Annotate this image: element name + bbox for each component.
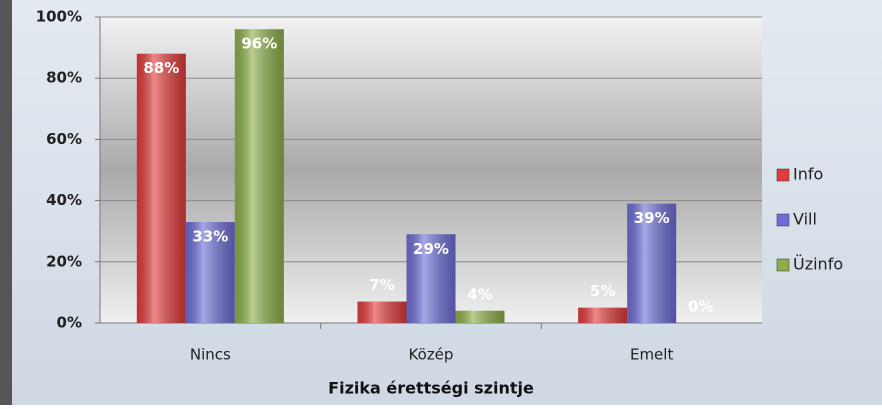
y-tick-label: 0% [57,314,82,332]
bar-shine [234,29,284,324]
bar-shine [627,203,677,323]
legend-swatch [776,168,790,182]
bar-shine [357,301,407,323]
bar-shine [185,222,235,323]
value-label: 39% [634,209,670,227]
value-label: 96% [241,35,277,53]
y-tick-label: 20% [46,252,82,270]
legend-label: Info [793,165,823,184]
bar-shine [136,53,186,323]
bar-shine [455,310,505,323]
y-tick-label: 60% [46,130,82,148]
legend-swatch [776,258,790,272]
x-tick-label: Nincs [190,346,231,364]
bar-shine [578,307,628,323]
value-label: 7% [369,276,394,294]
value-label: 5% [590,282,615,300]
value-label: 29% [413,240,449,258]
legend-label: Vill [793,210,817,229]
y-tick-label: 40% [46,191,82,209]
bar-shine [406,234,456,323]
legend-swatch [776,213,790,227]
value-label: 0% [688,298,713,316]
y-tick-label: 80% [46,69,82,87]
value-label: 4% [467,285,492,303]
x-axis-label: Fizika érettségi szintje [328,379,534,398]
x-tick-label: Közép [409,346,454,364]
value-label: 88% [143,59,179,77]
frame-edge [0,0,12,405]
legend-label: Üzinfo [793,255,843,274]
value-label: 33% [192,228,228,246]
x-tick-label: Emelt [630,346,673,364]
y-tick-label: 100% [36,8,82,26]
